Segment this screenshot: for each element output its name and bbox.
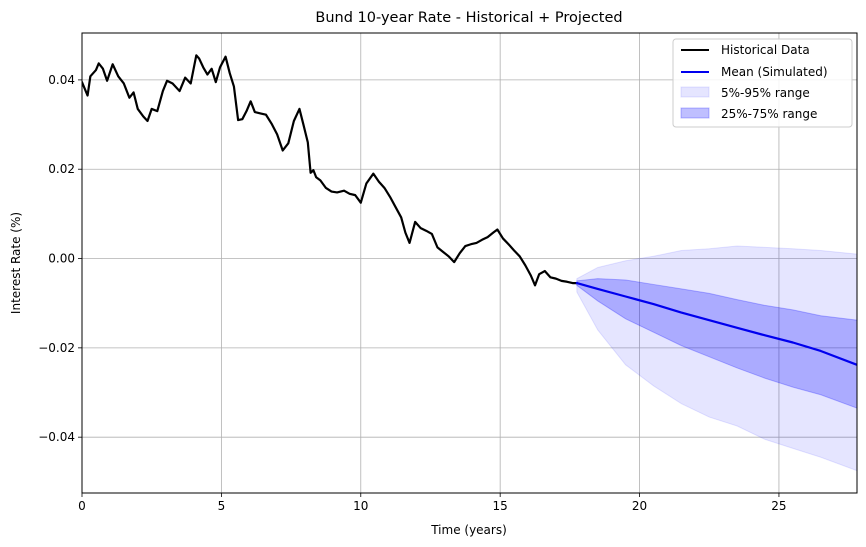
band-25-75 [576,278,857,409]
series-layer [82,54,857,366]
legend-label-band-outer: 5%-95% range [721,86,810,100]
y-tick-label: −0.04 [38,430,75,444]
legend-swatch-band-inner [680,107,710,119]
series-line-mean [575,282,857,366]
y-axis-label: Interest Rate (%) [9,212,23,314]
x-tick-label: 20 [632,499,647,513]
y-tick-label: 0.00 [48,252,75,266]
ticks-layer: 0 5 10 15 20 25 −0.04 −0.02 0.00 0.02 0.04 [38,73,786,513]
x-tick-label: 5 [218,499,226,513]
y-tick-label: 0.02 [48,162,75,176]
legend-swatch-band-outer [680,86,710,98]
x-tick-label: 0 [78,499,86,513]
y-tick-label: −0.02 [38,341,75,355]
x-tick-label: 10 [353,499,368,513]
x-tick-label: 25 [771,499,786,513]
chart-title: Bund 10-year Rate - Historical + Project… [315,10,622,26]
x-axis-label: Time (years) [430,523,507,537]
legend-label-historical: Historical Data [721,43,810,57]
legend-label-band-inner: 25%-75% range [721,107,817,121]
legend: Historical Data Mean (Simulated) 5%-95% … [672,38,853,128]
plot-frame [81,32,858,494]
legend-label-mean: Mean (Simulated) [721,65,828,79]
x-tick-label: 15 [493,499,508,513]
series-line-historical [82,54,578,287]
legend-box [672,38,853,128]
y-tick-label: 0.04 [48,73,75,87]
